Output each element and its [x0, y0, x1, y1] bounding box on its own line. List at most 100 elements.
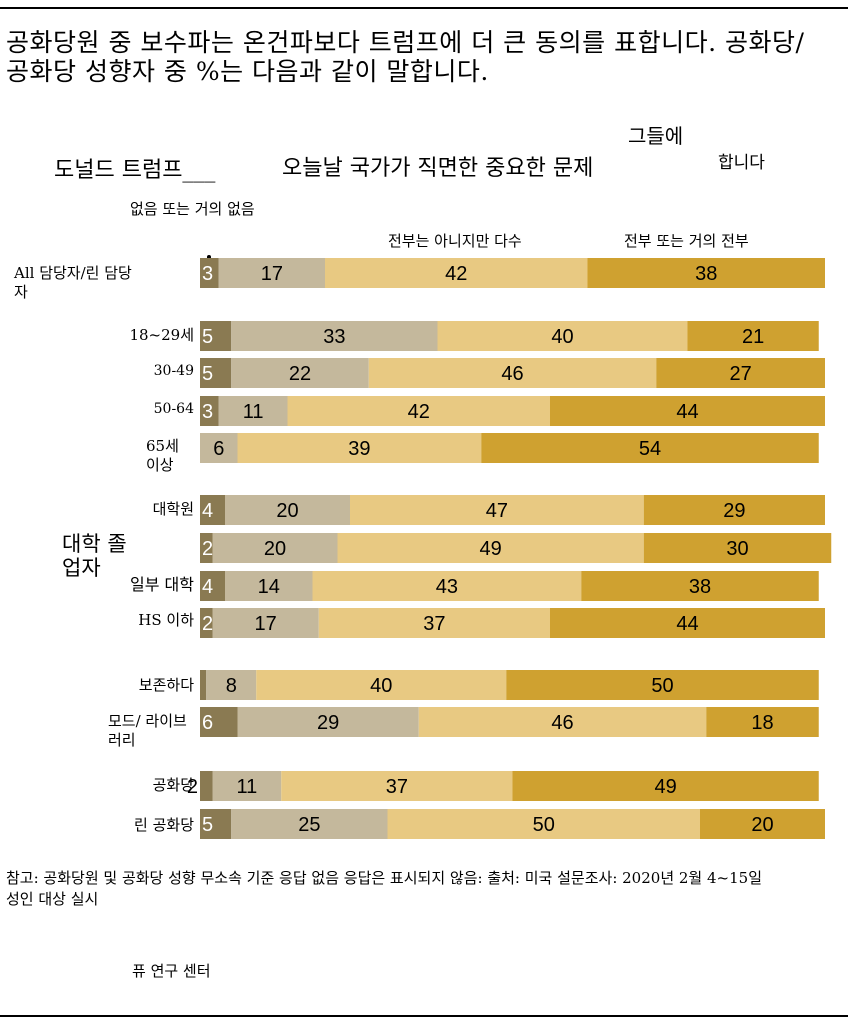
- bar-label-row1-s3: 21: [742, 326, 764, 348]
- bar-segment-row6-s2: [337, 533, 644, 563]
- bar-segment-row8-s2: [318, 608, 550, 638]
- bar-label-row4-s1: 6: [213, 438, 224, 460]
- bar-label-row10-s1: 29: [317, 712, 339, 734]
- bar-segment-row1-s2: [437, 321, 688, 351]
- bar-segment-row5-s2: [350, 495, 644, 525]
- bar-segment-row9-s1: [206, 670, 257, 700]
- row-label-republican: 공화당: [152, 776, 194, 794]
- bar-label-row0-s3: 38: [695, 263, 717, 285]
- bar-label-row3-s3: 44: [676, 401, 698, 423]
- bar-label-row6-s1: 20: [264, 538, 286, 560]
- header-subject: 도널드 트럼프___: [54, 158, 216, 183]
- bar-segment-row3-s0: [200, 396, 219, 426]
- bar-label-row1-s0: 5: [202, 326, 213, 348]
- bar-label-row10-s3: 18: [751, 712, 773, 734]
- chart-title: 공화당원 중 보수파는 온건파보다 트럼프에 더 큰 동의를 표합니다. 공화당…: [6, 28, 805, 86]
- bar-segment-row2-s2: [368, 358, 657, 388]
- bar-segment-row9-s3: [506, 670, 819, 700]
- bar-label-row6-s2: 49: [480, 538, 502, 560]
- bar-segment-row0-s0: [200, 258, 219, 288]
- bar-label-row2-s2: 46: [501, 363, 523, 385]
- column-label-none: 없음 또는 거의 없음: [130, 200, 255, 218]
- bar-segment-row8-s1: [212, 608, 319, 638]
- bar-label-row7-s1: 14: [258, 576, 280, 598]
- bar-segment-row12-s2: [387, 809, 700, 839]
- row-label-18-29: 18~29세: [129, 326, 194, 344]
- bar-segment-row0-s3: [587, 258, 825, 288]
- bar-label-row6-s3: 30: [726, 538, 748, 560]
- row-label-some-college: 일부 대학: [130, 575, 194, 594]
- row-label-lean-republican: 린 공화당: [134, 816, 194, 834]
- bar-label-row5-s2: 47: [486, 500, 508, 522]
- bar-segment-row5-s1: [225, 495, 350, 525]
- row-label-hs-or-less: HS 이하: [138, 611, 194, 629]
- bar-label-row12-s0: 5: [202, 814, 213, 836]
- bar-label-row8-s2: 37: [423, 613, 445, 635]
- bar-segment-row7-s1: [225, 571, 313, 601]
- header-agree-bottom: 합니다: [718, 153, 765, 173]
- bar-segment-row1-s1: [231, 321, 438, 351]
- chart-note: 참고: 공화당원 및 공화당 성향 무소속 기준 응답 없음 응답은 표시되지 …: [6, 869, 762, 908]
- bar-label-row6-s0: 2: [202, 538, 213, 560]
- row-label-50-64: 50-64: [153, 401, 194, 417]
- bar-segment-row10-s1: [237, 707, 419, 737]
- bar-segment-row10-s3: [706, 707, 819, 737]
- bar-label-row4-s2: 39: [348, 438, 370, 460]
- bar-label-row11-s0: 2: [187, 776, 198, 798]
- bar-segment-row12-s1: [231, 809, 388, 839]
- column-label-not-all: 전부는 아니지만 다수: [388, 232, 522, 250]
- group-label-college-grad: 대학 졸업자: [62, 532, 127, 580]
- bar-segment-row5-s3: [643, 495, 825, 525]
- bar-label-row5-s0: 4: [202, 500, 213, 522]
- row-label-30-49: 30-49: [153, 363, 194, 379]
- bar-segment-row12-s3: [700, 809, 825, 839]
- bar-label-row2-s0: 5: [202, 363, 213, 385]
- bar-label-row8-s3: 44: [676, 613, 698, 635]
- bar-label-row11-s1: 11: [236, 776, 257, 798]
- bar-segment-row11-s3: [512, 771, 819, 801]
- bar-segment-row2-s3: [656, 358, 825, 388]
- bar-segment-row10-s0: [200, 707, 238, 737]
- bar-segment-row6-s0: [200, 533, 213, 563]
- bar-segment-row0-s2: [325, 258, 588, 288]
- bar-label-row12-s3: 20: [751, 814, 773, 836]
- bar-label-row10-s2: 46: [551, 712, 573, 734]
- bar-label-row10-s0: 6: [202, 712, 213, 734]
- bar-label-row3-s0: 3: [202, 401, 213, 423]
- bar-segment-row0-s1: [218, 258, 325, 288]
- bar-segment-row11-s0: [200, 771, 213, 801]
- bar-segment-row7-s2: [312, 571, 582, 601]
- bar-label-row9-s2: 40: [370, 675, 392, 697]
- row-label-conservative: 보존하다: [138, 676, 194, 694]
- bar-segment-row11-s1: [212, 771, 282, 801]
- bar-segment-row5-s0: [200, 495, 225, 525]
- bar-segment-row3-s1: [218, 396, 288, 426]
- bar-label-row4-s3: 54: [639, 438, 661, 460]
- bar-segment-row11-s2: [281, 771, 513, 801]
- header-agree-top: 그들에: [628, 124, 684, 148]
- bar-label-row8-s1: 17: [255, 613, 277, 635]
- top-rule: [0, 7, 848, 9]
- column-pointer: [207, 255, 211, 260]
- bar-label-row7-s0: 4: [202, 576, 213, 598]
- bar-segment-row8-s0: [200, 608, 213, 638]
- bar-label-row8-s0: 2: [202, 613, 213, 635]
- row-label-postgrad: 대학원: [152, 500, 194, 518]
- bar-segment-row4-s3: [481, 433, 819, 463]
- bar-segment-row1-s3: [687, 321, 819, 351]
- bar-segment-row3-s2: [287, 396, 550, 426]
- bar-label-row1-s2: 40: [551, 326, 573, 348]
- bar-segment-row4-s1: [200, 433, 238, 463]
- bar-segment-row6-s1: [212, 533, 338, 563]
- bar-segment-row8-s3: [550, 608, 825, 638]
- bar-segment-row12-s0: [200, 809, 232, 839]
- bar-segment-row1-s0: [200, 321, 232, 351]
- bar-label-row11-s3: 49: [655, 776, 677, 798]
- bar-label-row9-s3: 50: [651, 675, 673, 697]
- bar-label-row0-s1: 17: [261, 263, 283, 285]
- bar-label-row0-s0: 3: [202, 263, 213, 285]
- bar-segment-row10-s2: [418, 707, 707, 737]
- bar-label-row9-s1: 8: [226, 675, 237, 697]
- bar-label-row2-s1: 22: [289, 363, 311, 385]
